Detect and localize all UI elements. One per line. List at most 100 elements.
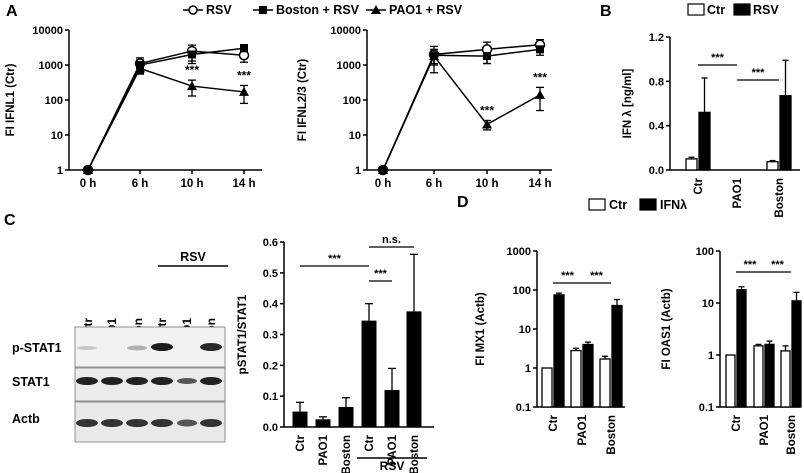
bar [791,300,802,408]
x-tick-label: 6 h [132,178,149,190]
legend-rsv-marker [188,5,198,15]
x-tick-label: 6 h [426,178,443,190]
y-tick-label: 1000 [337,60,361,72]
significance-label: *** [480,103,494,117]
x-tick-label: Boston [409,435,421,473]
y-tick-label: 1 [525,363,531,375]
y-tick-label: 100 [513,285,531,297]
data-point [135,63,145,73]
y-axis-title: FI MX1 (Actb) [475,292,487,366]
chart-ifn-lambda: 0.0 0.4 0.8 1.2 IFN λ [ng/ml] Ctr PAO1 Boston **… [622,32,800,218]
significance-label: *** [533,70,547,84]
legend-b-ctr: Ctr [707,3,725,17]
y-tick-label: 10000 [32,25,63,37]
rsv-group-label: RSV [380,459,405,473]
data-point [188,50,196,59]
y-tick-label: 0.0 [649,165,664,177]
y-tick-label: 0.4 [263,299,279,311]
x-tick-label: PAO1 [318,434,330,465]
blot-band [151,343,173,351]
y-tick-label: 100 [696,246,714,258]
x-tick-label: Boston [786,415,798,455]
x-tick-label: PAO1 [759,414,771,445]
bar [736,289,747,408]
series-line [87,47,245,171]
significance-label: *** [561,270,575,282]
significance-label: *** [328,253,342,265]
blot-band [177,419,197,427]
significance-label: *** [374,268,388,280]
blot-band [76,419,98,427]
series-line [382,54,541,171]
legend-b-rsv: RSV [753,3,779,17]
bar [582,343,594,408]
x-tick-label: Ctr [693,177,705,194]
y-tick-label: 1 [708,350,714,362]
bar [611,304,623,408]
chart-ifnl23: 1 10 100 1000 10000 FI IFNL2/3 (Ctr) 0 h 6 h 10 … [297,25,552,190]
blot-band [177,378,197,384]
data-point [536,45,544,54]
bar [698,111,711,171]
y-tick-label: 10 [702,298,714,310]
blot-row-pstat1: p-STAT1 [12,341,62,355]
significance-label: *** [771,259,785,271]
x-tick-label: 10 h [475,178,498,190]
blot-band [127,345,147,351]
y-tick-label: 0.0 [263,422,278,434]
y-tick-label: 1 [355,165,361,177]
x-tick-label: 14 h [528,178,551,190]
y-tick-label: 100 [343,95,361,107]
blot-band [101,377,123,385]
x-tick-label: Boston [774,178,786,218]
y-tick-label: 10 [519,324,531,336]
bar [753,345,764,408]
y-axis-title: pSTAT1/STAT1 [237,294,249,374]
y-tick-label: 0.1 [263,391,278,403]
blot-band [200,343,222,351]
y-axis-title: FI OAS1 (Actb) [661,288,673,369]
data-point [429,51,439,61]
bar [725,354,736,408]
blot-row-actb: Actb [12,412,40,426]
blot-band [200,377,222,385]
y-tick-label: 1000 [507,246,531,258]
y-tick-label: 1 [57,165,63,177]
y-axis-title: FI IFNL2/3 (Ctr) [297,59,309,142]
y-tick-label: 0.1 [516,402,531,414]
data-point [187,81,197,91]
x-tick-label: 10 h [180,178,203,190]
y-tick-label: 1.2 [649,32,664,44]
significance-label: *** [185,63,199,77]
blot-band [151,377,173,385]
bar [384,390,400,427]
blot-band [126,419,148,427]
x-tick-label: Boston [341,435,353,473]
bar [553,294,565,408]
western-blot: p-STAT1 STAT1 Actb RSV Ctr PAO1 Boston C… [12,250,228,443]
blot-band [200,419,222,427]
panel-letter-d: D [457,194,469,211]
blot-rsv-label: RSV [180,250,206,264]
y-tick-label: 0.2 [263,360,278,372]
bar [764,343,775,408]
x-tick-label: Boston [606,415,618,455]
series-line [382,48,541,171]
y-tick-label: 1000 [39,60,63,72]
y-tick-label: 10 [349,130,361,142]
y-tick-label: 10 [51,130,63,142]
legend-d: Ctr IFNλ [588,198,687,212]
bar [685,158,698,171]
data-point [239,86,249,96]
x-tick-label: 0 h [80,178,97,190]
bar [406,311,422,427]
blot-strip-stat1 [74,367,226,402]
bar [599,358,611,408]
chart-pstat1-ratio: 0.0 0.1 0.2 0.3 0.4 0.5 0.6 pSTAT1/STAT1 Ctr PAO1… [237,234,434,473]
blot-band [151,419,173,427]
significance-label: *** [752,67,766,79]
data-point [378,165,388,174]
bar [780,350,791,408]
legend-rsv-label: RSV [206,3,232,17]
